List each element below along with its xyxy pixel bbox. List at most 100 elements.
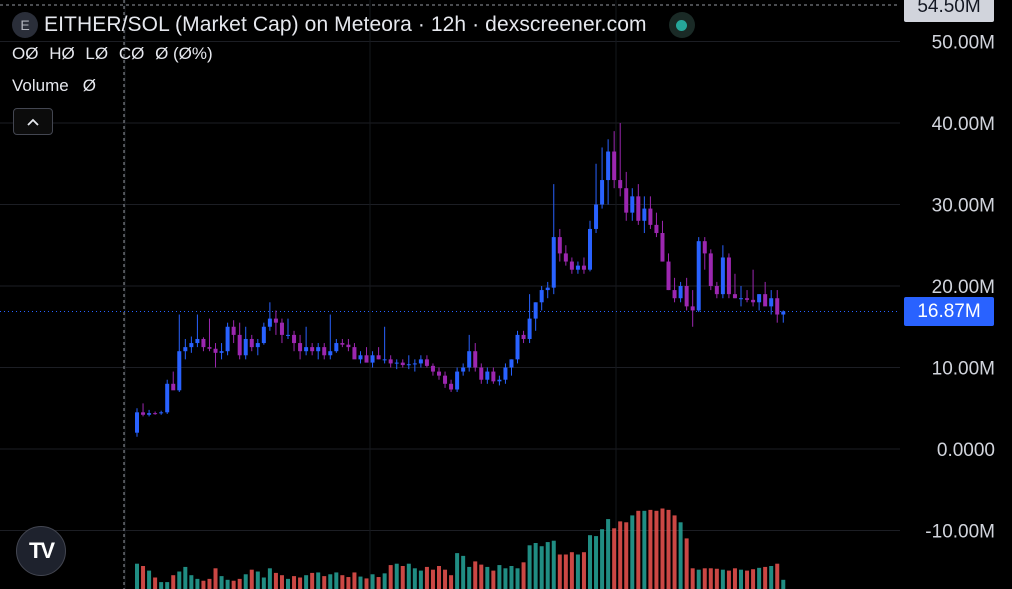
candle-body bbox=[273, 318, 278, 323]
volume-bar bbox=[334, 572, 339, 589]
candle bbox=[479, 363, 484, 384]
volume-bar bbox=[394, 563, 399, 589]
candle bbox=[612, 131, 617, 189]
candle bbox=[618, 123, 623, 197]
volume-bar bbox=[473, 561, 478, 589]
candle bbox=[346, 338, 351, 352]
volume-bar bbox=[527, 545, 532, 589]
volume-bar bbox=[243, 574, 248, 589]
candle-body bbox=[461, 367, 466, 372]
volume-bar bbox=[624, 522, 629, 589]
candle-body bbox=[781, 311, 786, 315]
volume-bar bbox=[358, 576, 363, 589]
volume-bar bbox=[600, 529, 605, 589]
candle bbox=[521, 330, 526, 344]
candle-body bbox=[491, 371, 496, 382]
volume-bar bbox=[769, 566, 774, 589]
candle bbox=[177, 314, 182, 392]
candle-body bbox=[630, 196, 635, 213]
tradingview-logo[interactable]: TV bbox=[16, 526, 66, 576]
volume-bar bbox=[201, 580, 206, 589]
volume-bar bbox=[636, 510, 641, 589]
volume-bar bbox=[775, 563, 780, 589]
candle bbox=[672, 277, 677, 303]
candle-body bbox=[763, 294, 768, 307]
volume-bar bbox=[195, 578, 200, 589]
volume-bar bbox=[594, 536, 599, 589]
volume-bar bbox=[267, 568, 272, 589]
collapse-legend-button[interactable] bbox=[13, 108, 53, 135]
volume-bar bbox=[412, 568, 417, 589]
candle bbox=[491, 367, 496, 384]
market-status-icon[interactable] bbox=[668, 12, 695, 38]
candle-body bbox=[135, 412, 139, 433]
volume-bar bbox=[141, 566, 146, 589]
candle bbox=[678, 281, 683, 303]
volume-bars bbox=[135, 508, 786, 589]
volume-bar bbox=[153, 577, 158, 589]
volume-bar bbox=[255, 571, 260, 589]
candle bbox=[328, 314, 333, 360]
candle bbox=[437, 367, 441, 380]
chart-title[interactable]: EITHER/SOL (Market Cap) on Meteora · 12h… bbox=[44, 13, 647, 36]
volume-legend[interactable]: Volume Ø bbox=[12, 76, 96, 96]
candle bbox=[298, 334, 303, 360]
candle bbox=[322, 343, 327, 360]
candle bbox=[714, 281, 719, 299]
candle-body bbox=[237, 334, 242, 356]
candle-body bbox=[279, 322, 284, 335]
candle-body bbox=[406, 364, 411, 366]
candle-body bbox=[533, 302, 538, 319]
volume-bar bbox=[654, 510, 659, 589]
candle bbox=[557, 228, 562, 262]
axis-tick-label: 10.00M bbox=[932, 359, 995, 380]
volume-bar bbox=[491, 570, 496, 589]
candle-body bbox=[751, 299, 756, 303]
candle bbox=[394, 359, 399, 370]
candle bbox=[147, 409, 152, 417]
candle bbox=[461, 363, 466, 376]
candle-body bbox=[346, 344, 351, 348]
candle-body bbox=[310, 347, 315, 352]
candle bbox=[781, 310, 786, 323]
candle bbox=[757, 294, 762, 311]
volume-bar bbox=[521, 562, 526, 589]
candle bbox=[485, 367, 490, 384]
volume-bar bbox=[678, 522, 683, 589]
candle bbox=[775, 290, 780, 323]
volume-bar bbox=[479, 564, 484, 589]
candle-body bbox=[624, 188, 629, 213]
volume-bar bbox=[781, 579, 786, 589]
candle-body bbox=[267, 318, 272, 327]
candle bbox=[684, 277, 689, 311]
candle-body bbox=[702, 241, 707, 254]
candle bbox=[364, 347, 369, 363]
candle-body bbox=[581, 265, 586, 270]
candle bbox=[279, 318, 284, 344]
candle-body bbox=[503, 367, 508, 380]
candle-body bbox=[328, 351, 333, 356]
axis-tick-label: 0.0000 bbox=[937, 440, 995, 461]
candle-body bbox=[769, 298, 774, 307]
candle-body bbox=[358, 355, 363, 360]
candle-body bbox=[388, 359, 393, 364]
candle-body bbox=[298, 343, 303, 352]
close-value: CØ bbox=[118, 44, 145, 63]
candle bbox=[412, 359, 417, 372]
volume-bar bbox=[382, 573, 387, 589]
candle-body bbox=[648, 208, 653, 225]
candle bbox=[473, 343, 478, 372]
volume-label: Volume bbox=[12, 76, 69, 95]
candle-body bbox=[249, 338, 254, 348]
volume-bar bbox=[503, 568, 508, 589]
candle-body bbox=[545, 287, 550, 291]
volume-bar bbox=[231, 580, 236, 589]
candle bbox=[406, 355, 411, 370]
candle-body bbox=[479, 367, 484, 380]
volume-bar bbox=[545, 542, 550, 589]
candle bbox=[726, 253, 731, 299]
candle bbox=[594, 163, 599, 234]
candle-body bbox=[261, 326, 266, 344]
volume-bar bbox=[430, 569, 435, 589]
